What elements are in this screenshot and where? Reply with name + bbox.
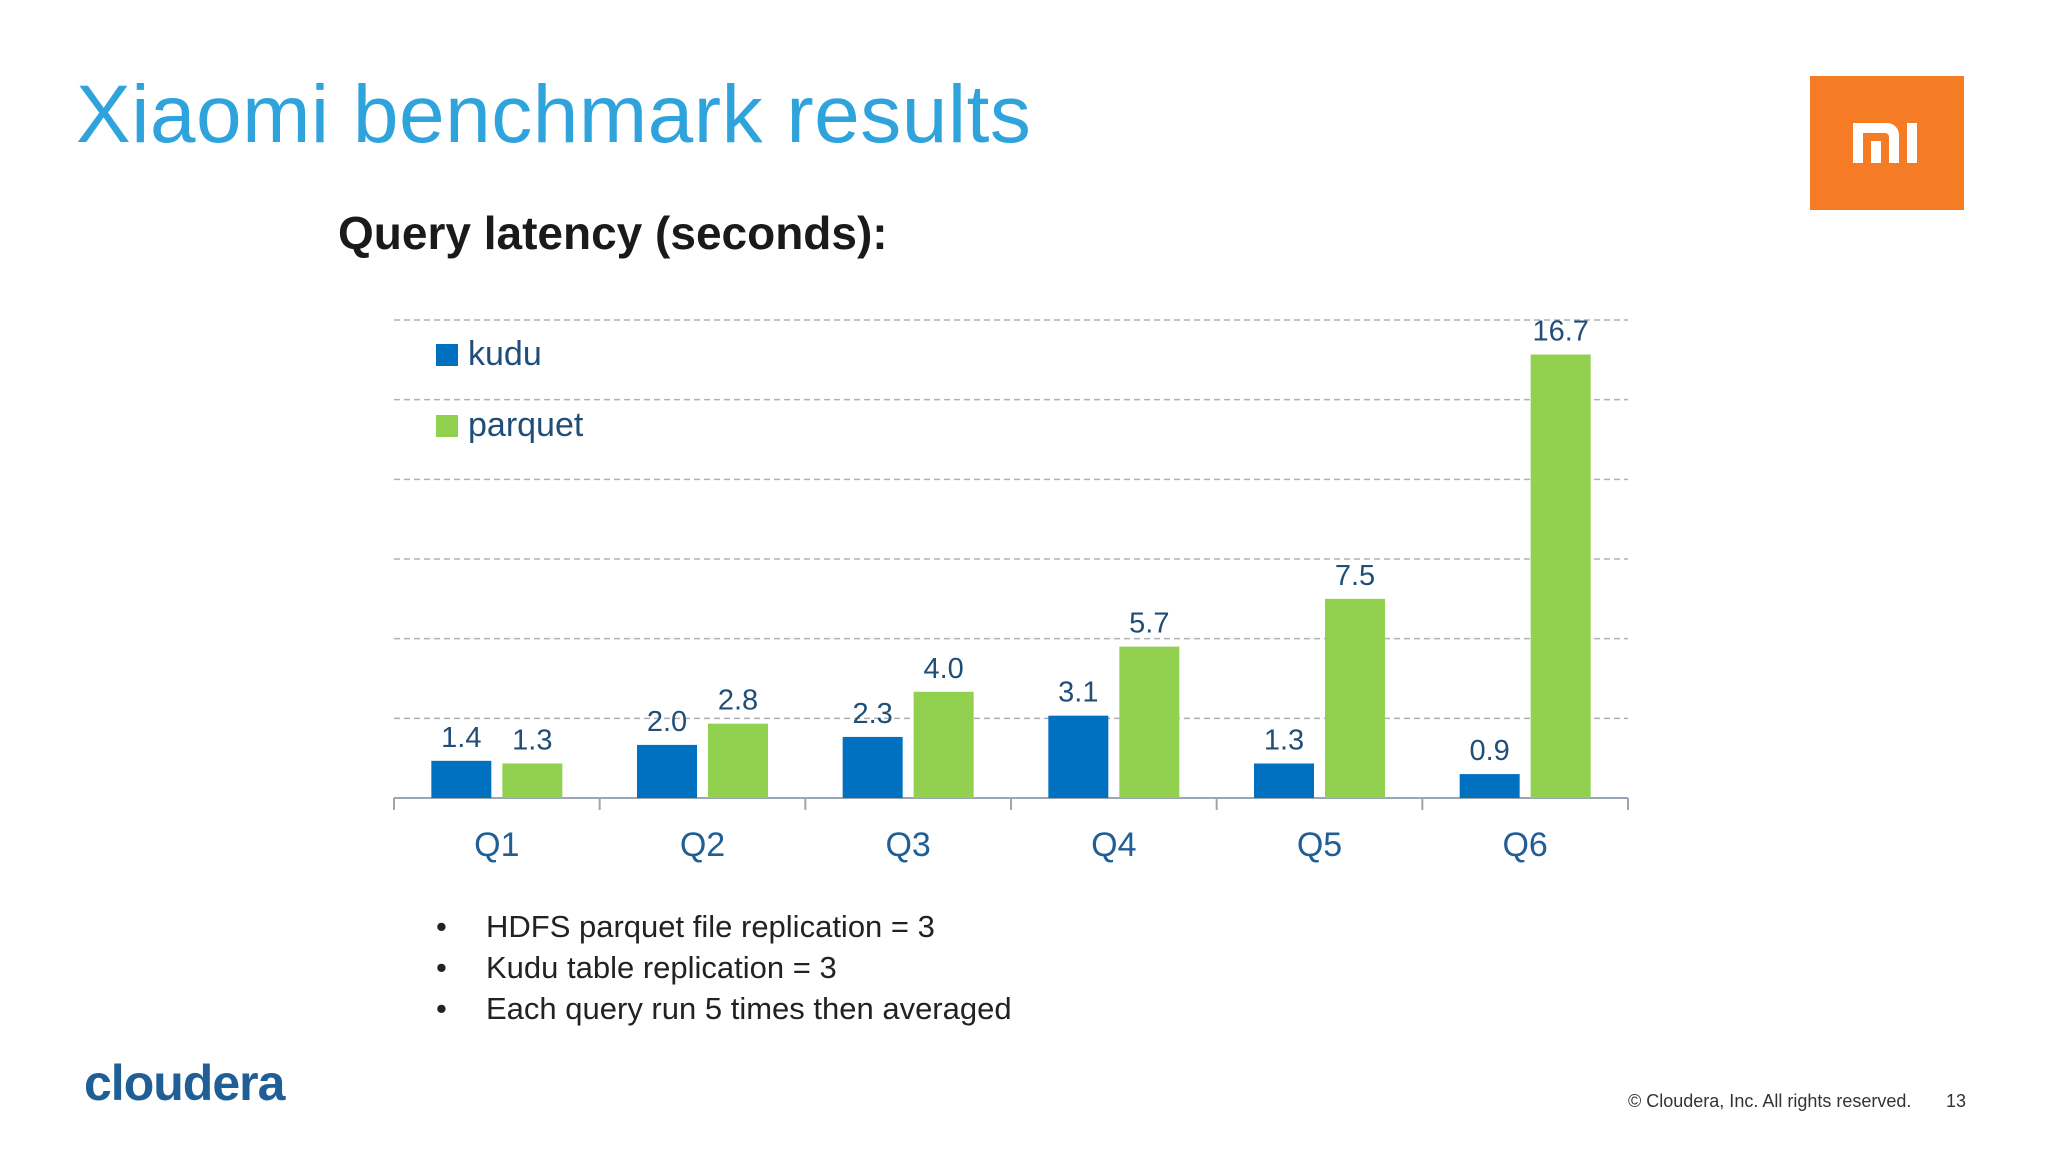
- bar-kudu: [637, 744, 697, 798]
- x-tick-label: Q2: [680, 826, 725, 864]
- bar-parquet: [502, 763, 563, 798]
- mi-logo-mark: [1853, 123, 1917, 163]
- x-tick-label: Q5: [1297, 826, 1342, 864]
- x-tick-label: Q6: [1502, 826, 1547, 864]
- copyright-notice: © Cloudera, Inc. All rights reserved.: [1628, 1091, 1912, 1111]
- data-label-parquet: 5.7: [1129, 608, 1169, 640]
- note-item: HDFS parquet file replication = 3: [436, 906, 1012, 947]
- x-tick-label: Q3: [885, 826, 930, 864]
- note-item: Kudu table replication = 3: [436, 947, 1012, 988]
- slide-title: Xiaomi benchmark results: [76, 69, 1032, 160]
- notes-list: HDFS parquet file replication = 3 Kudu t…: [436, 906, 1012, 1029]
- page-number: 13: [1946, 1091, 1967, 1111]
- bar-parquet: [913, 691, 974, 798]
- x-tick-label: Q1: [474, 826, 519, 864]
- mi-logo: [1810, 76, 1964, 210]
- chart-subtitle: Query latency (seconds):: [338, 207, 888, 259]
- legend-label-parquet: parquet: [468, 406, 584, 444]
- data-label-parquet: 2.8: [718, 685, 758, 717]
- bar-kudu: [431, 760, 492, 798]
- data-label-parquet: 1.3: [512, 724, 552, 756]
- bar-kudu: [842, 736, 903, 798]
- note-item: Each query run 5 times then averaged: [436, 988, 1012, 1029]
- data-label-parquet: 4.0: [924, 653, 964, 685]
- data-label-parquet: 7.5: [1335, 560, 1375, 592]
- data-label-kudu: 1.3: [1264, 724, 1304, 756]
- data-label-parquet: 16.7: [1532, 316, 1588, 348]
- data-label-kudu: 0.9: [1470, 735, 1510, 767]
- data-label-kudu: 1.4: [441, 722, 481, 754]
- bar-kudu: [1459, 774, 1520, 798]
- bar-parquet: [708, 723, 768, 798]
- latency-bar-chart: 1.4 1.3 Q1 2.0 2.8 Q2 2.3 4.0 Q3 3.1 5.7 Q4 1.3 7.5 Q5…: [393, 316, 1629, 864]
- data-label-kudu: 2.3: [853, 698, 893, 730]
- x-tick-label: Q4: [1091, 826, 1136, 864]
- bar-parquet: [1119, 646, 1180, 798]
- bar-kudu: [1254, 763, 1314, 798]
- bar-kudu: [1048, 715, 1109, 798]
- data-label-kudu: 2.0: [647, 706, 687, 738]
- bar-parquet: [1530, 354, 1591, 798]
- legend-swatch-parquet: [436, 415, 458, 437]
- cloudera-logo: cloudera: [84, 1055, 285, 1111]
- bar-parquet: [1325, 598, 1385, 798]
- data-label-kudu: 3.1: [1058, 677, 1098, 709]
- legend-label-kudu: kudu: [468, 335, 542, 373]
- legend-swatch-kudu: [436, 344, 458, 366]
